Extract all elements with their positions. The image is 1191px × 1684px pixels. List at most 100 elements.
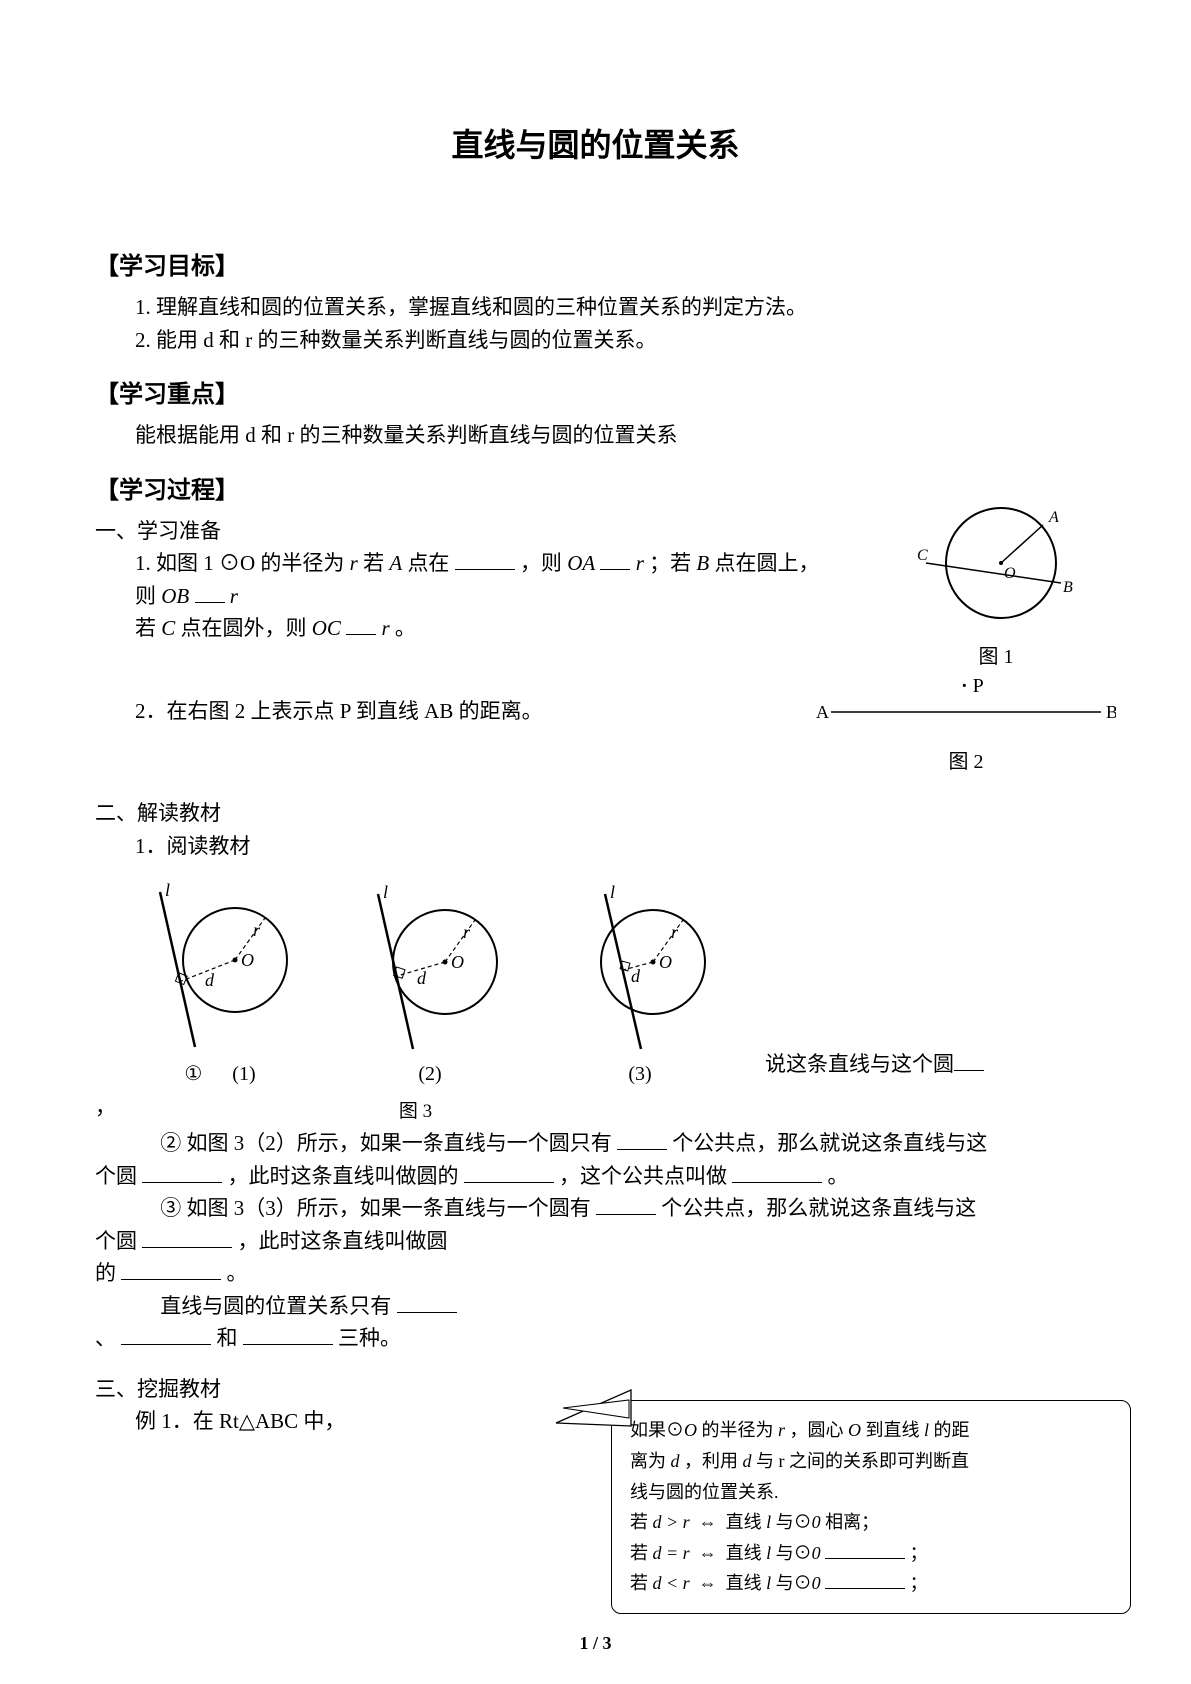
prep1-B: B <box>696 551 709 575</box>
r2a: ② 如图 3（2）所示，如果一条直线与一个圆只有 <box>160 1131 612 1155</box>
co-r3d: ； <box>910 1573 928 1593</box>
svg-text:O: O <box>1004 565 1016 582</box>
section-goals-head: 【学习目标】 <box>95 246 1096 281</box>
co-r1a: 若 <box>630 1512 648 1532</box>
blank <box>243 1323 333 1345</box>
figure-3-cell-3: l r d O (3) <box>555 884 725 1086</box>
co-r2b: 直线 <box>726 1543 767 1563</box>
prep1-i: 。 <box>395 616 416 640</box>
goals-line-1: 1. 理解直线和圆的位置关系，掌握直线和圆的三种位置关系的判定方法。 <box>95 291 1096 324</box>
co-r3b: 直线 <box>726 1573 767 1593</box>
blank <box>142 1226 232 1248</box>
prep-item-1: 1. 如图 1 ⊙O 的半径为 r 若 A 点在 ，则 OA r ；若 B 点在… <box>95 547 835 645</box>
r3f: 。 <box>227 1261 248 1285</box>
co-r2c: 与⊙ <box>776 1543 812 1563</box>
dig-head: 三、挖掘教材 <box>95 1373 535 1406</box>
co-r3a: 若 <box>630 1573 648 1593</box>
co-O2: O <box>848 1420 861 1440</box>
prep1-A: A <box>389 551 402 575</box>
svg-text:O: O <box>241 950 254 970</box>
co-l3: 线与圆的位置关系. <box>630 1477 1112 1508</box>
r3e: 的 <box>95 1261 116 1285</box>
r2c: 个圆 <box>95 1164 137 1188</box>
read-item-3: ③ 如图 3（3）所示，如果一条直线与一个圆有 个公共点，那么就说这条直线与这 … <box>95 1192 1096 1257</box>
page-footer: 1 / 3 <box>0 1633 1191 1654</box>
blank <box>825 1540 905 1559</box>
co-r3rel: d < r <box>653 1573 690 1593</box>
co-r1: r <box>778 1420 785 1440</box>
co-r2O: 0 <box>812 1543 821 1563</box>
prep1-h: 点在圆外，则 <box>181 616 312 640</box>
fig3-num2: (2) <box>345 1063 515 1086</box>
prep1-OA: OA <box>567 551 595 575</box>
blank <box>455 548 515 570</box>
blank <box>464 1161 554 1183</box>
co-r1arr: ⇔ <box>699 1512 717 1532</box>
figure-1-svg: O A B C <box>911 500 1081 635</box>
co-l2c: 与 r 之间的关系即可判断直 <box>756 1451 969 1471</box>
read-item-3b: 的 。 <box>95 1257 535 1290</box>
co-r3O: 0 <box>812 1573 821 1593</box>
rsc: 和 <box>217 1326 238 1350</box>
co-O1: O <box>684 1420 697 1440</box>
prep1-c: 点在 <box>407 551 449 575</box>
svg-text:d: d <box>205 970 215 990</box>
fig3-num3: (3) <box>555 1063 725 1086</box>
read-item-1: 1．阅读教材 <box>95 830 1096 863</box>
co-l2b: ，利用 <box>684 1451 743 1471</box>
svg-text:l: l <box>383 884 388 902</box>
blank <box>195 581 225 603</box>
blank <box>121 1258 221 1280</box>
blank <box>346 613 376 635</box>
svg-text:d: d <box>631 966 641 986</box>
co-r2arr: ⇔ <box>699 1543 717 1563</box>
co-r2rel: d = r <box>653 1543 690 1563</box>
section-focus-head: 【学习重点】 <box>95 374 1096 409</box>
rsa: 直线与圆的位置关系只有 <box>160 1294 391 1318</box>
figure-3-row: l r d O ① (1) l r d O (2) <box>135 882 1096 1086</box>
svg-text:r: r <box>671 922 679 942</box>
prep1-b: 若 <box>363 551 389 575</box>
svg-text:B: B <box>1106 702 1116 722</box>
co-l1c: ，圆心 <box>790 1420 849 1440</box>
rsd: 三种。 <box>338 1326 401 1350</box>
svg-text:d: d <box>417 968 427 988</box>
callout-box: 如果⊙O 的半径为 r ，圆心 O 到直线 l 的距 离为 d ，利用 d 与 … <box>611 1400 1131 1614</box>
co-r1rel: d > r <box>653 1512 690 1532</box>
co-l2a: 离为 <box>630 1451 671 1471</box>
co-r2a: 若 <box>630 1543 648 1563</box>
blank <box>732 1161 822 1183</box>
read-head: 二、解读教材 <box>95 797 1096 830</box>
r2d: ，此时这条直线叫做圆的 <box>228 1164 459 1188</box>
figure-3-label: 图 3 <box>0 1096 1096 1123</box>
svg-text:r: r <box>463 922 471 942</box>
circled-1: ① <box>184 1063 202 1085</box>
prep1-C: C <box>161 616 175 640</box>
prep1-r2: r <box>636 551 644 575</box>
rsb: 、 <box>95 1326 116 1350</box>
fig3-trail: 说这条直线与这个圆 <box>765 1048 984 1087</box>
figure-3-cell-2: l r d O (2) <box>345 884 515 1086</box>
figure-3-cell-1: l r d O ① (1) <box>135 882 305 1086</box>
co-l1e: 的距 <box>934 1420 970 1440</box>
r3b: 个公共点，那么就说这条直线与这 <box>661 1196 976 1220</box>
fig3-trail-text: 说这条直线与这个圆 <box>765 1052 954 1076</box>
prep1-OC: OC <box>312 616 341 640</box>
co-r3c: 与⊙ <box>776 1573 812 1593</box>
svg-text:O: O <box>659 952 672 972</box>
r3c: 个圆 <box>95 1229 137 1253</box>
page-title: 直线与圆的位置关系 <box>95 120 1096 166</box>
blank <box>397 1291 457 1313</box>
blank <box>617 1128 667 1150</box>
blank <box>954 1049 984 1071</box>
r3d: ，此时这条直线叫做圆 <box>238 1229 448 1253</box>
co-r2l: l <box>766 1543 771 1563</box>
co-r3l: l <box>766 1573 771 1593</box>
svg-text:C: C <box>917 547 928 564</box>
svg-text:l: l <box>610 884 615 902</box>
callout: 如果⊙O 的半径为 r ，圆心 O 到直线 l 的距 离为 d ，利用 d 与 … <box>611 1400 1131 1614</box>
prep1-r: r <box>350 551 358 575</box>
co-r1c: 与⊙ <box>776 1512 812 1532</box>
prep-item-2: 2．在右图 2 上表示点 P 到直线 AB 的距离。 <box>95 695 835 728</box>
svg-text:B: B <box>1063 579 1073 596</box>
